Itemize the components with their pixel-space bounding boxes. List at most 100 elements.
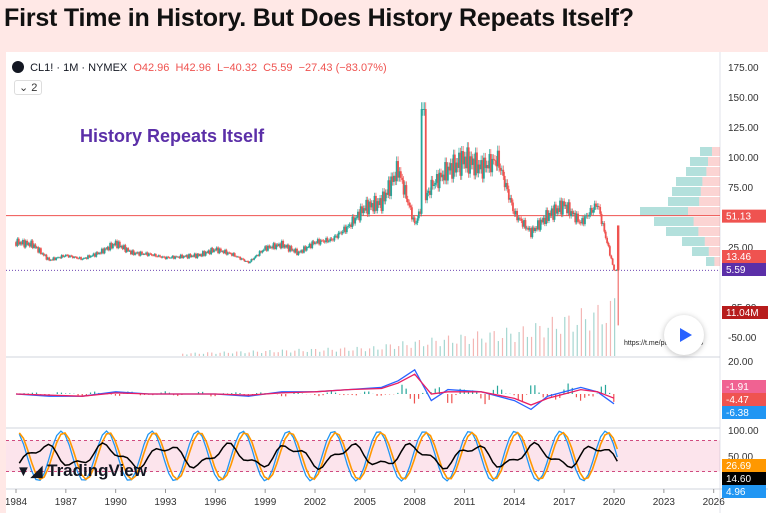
candle-body (193, 253, 196, 257)
candle-body (304, 246, 307, 251)
volume-bar (269, 350, 271, 356)
candle-body (268, 245, 271, 248)
candle-body (235, 256, 238, 258)
candle-body (149, 253, 152, 255)
volume-bar (501, 337, 504, 356)
candle-body (246, 261, 249, 262)
candle-body (449, 163, 452, 171)
candle-body (190, 255, 193, 257)
candle-body (340, 232, 343, 234)
candle-body (582, 218, 585, 225)
volume-bar (236, 351, 238, 356)
volume-bar (414, 341, 416, 356)
candle-body (381, 191, 384, 212)
annotation-text: History Repeats Itself (80, 126, 265, 146)
watermark-link[interactable]: https://t.me/purple_crypto (624, 340, 703, 347)
candle-body (563, 201, 566, 207)
brand-name: TradingView (47, 461, 147, 480)
candle-body (189, 254, 192, 257)
macd-histogram-bar (567, 383, 569, 394)
candle-body (401, 177, 404, 180)
candle-body (30, 240, 33, 247)
macd-histogram-bar (94, 391, 96, 394)
candle-body (40, 248, 42, 254)
candle-body (257, 255, 260, 256)
candle-body (215, 247, 218, 251)
candle-body (590, 207, 593, 213)
candle-body (138, 252, 141, 256)
candle-body (240, 258, 243, 260)
candle-body (471, 158, 474, 165)
volume-bar (418, 340, 421, 356)
macd-histogram-bar (401, 384, 403, 394)
play-replay-button[interactable] (664, 315, 704, 355)
macd-histogram-bar (579, 394, 582, 401)
stoch-d-line (18, 431, 619, 481)
volume-bar (584, 319, 587, 356)
candle-body (477, 164, 480, 174)
candle-body (520, 218, 523, 221)
candle-body (123, 245, 125, 249)
candle-body (293, 249, 296, 253)
candle-body (441, 174, 444, 178)
candle-body (542, 217, 545, 223)
candle-body (283, 245, 286, 248)
candle-body (233, 253, 236, 257)
candle-body (175, 256, 178, 258)
volume-profile-bar (698, 227, 720, 236)
candle-body (88, 255, 91, 258)
candle-body (600, 213, 603, 225)
price-tick-label: 125.00 (728, 123, 759, 134)
candle-body (81, 258, 84, 260)
macd-histogram-bar (318, 394, 320, 397)
candle-body (272, 243, 275, 249)
candle-body (239, 257, 242, 260)
candle-body (157, 255, 160, 257)
osc-label-d: 26.69 (726, 461, 751, 472)
volume-profile-bar (706, 167, 720, 176)
candle-body (265, 246, 268, 251)
macd-histogram-bar (517, 394, 519, 401)
candle-body (120, 246, 123, 248)
candle-body (395, 161, 398, 182)
symbol-label[interactable]: CL1! · 1M · NYMEX (30, 62, 128, 74)
volume-bar (281, 349, 283, 356)
candle-body (117, 241, 120, 249)
candle-body (217, 247, 220, 254)
candle-body (185, 255, 188, 257)
chevron-down-icon: ⌄ (19, 82, 29, 94)
candle-body (206, 251, 208, 253)
candle-body (92, 253, 95, 256)
candle-body (602, 223, 604, 225)
macd-histogram-bar (334, 392, 337, 394)
price-tick-label: 150.00 (728, 93, 759, 104)
candle-body (581, 218, 584, 224)
volume-bar (294, 350, 296, 356)
volume-bar (514, 341, 516, 356)
candle-body (174, 256, 177, 259)
candle-body (128, 250, 131, 252)
candle-body (419, 211, 422, 214)
candle-body (150, 254, 153, 256)
candle-body (96, 252, 99, 255)
volume-bar (186, 354, 188, 356)
macd-histogram-bar (239, 393, 241, 394)
symbol-icon[interactable] (12, 61, 24, 73)
candle-body (491, 158, 494, 173)
candle-body (67, 255, 70, 258)
candle-body (102, 248, 105, 254)
volume-bar (231, 353, 234, 356)
macd-histogram-bar (575, 394, 578, 398)
candle-body (282, 240, 285, 248)
volume-profile-bar (714, 257, 720, 266)
macd-histogram-bar (118, 394, 121, 396)
volume-profile-bar (686, 167, 707, 176)
candle-body (219, 248, 222, 252)
tradingview-logo: ▼◢ TradingView (16, 461, 147, 481)
price-tick-label: 175.00 (728, 63, 759, 74)
candle-body (387, 180, 390, 195)
collapse-indicators-button[interactable]: ⌄ 2 (14, 80, 43, 95)
macd-histogram-bar (600, 386, 602, 394)
candle-body (539, 219, 542, 230)
candle-body (506, 183, 509, 190)
